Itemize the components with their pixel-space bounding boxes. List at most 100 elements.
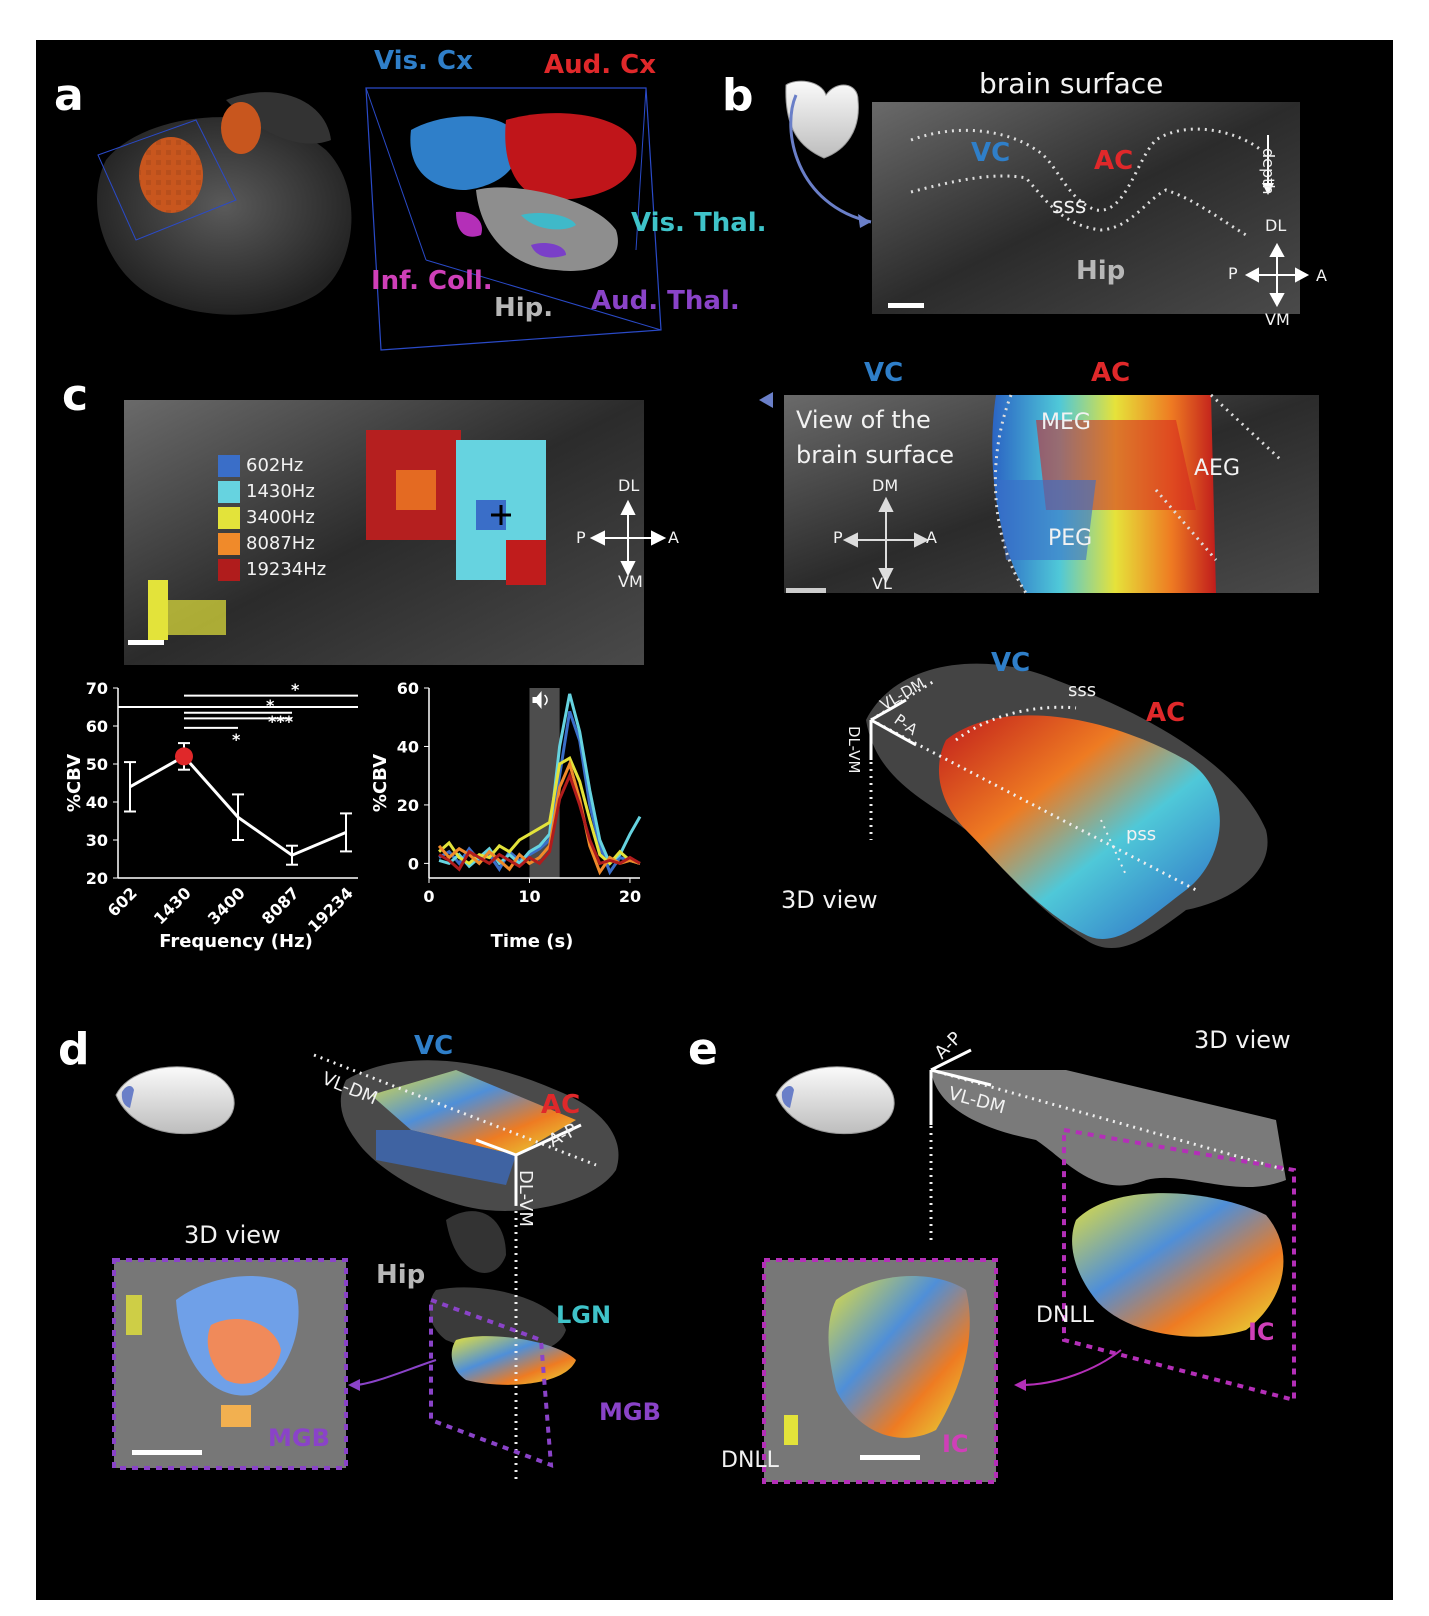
label-inf-coll: Inf. Coll. [371,266,493,296]
panel-c-slice-image [124,400,667,665]
x-tick-label: 20 [619,887,641,906]
d-label-dl-vm: DL-VM [515,1170,536,1227]
label-vis-cx: Vis. Cx [374,46,473,76]
compass-b-right: A [1316,266,1327,285]
figure-canvas: 20 30 40 50 60 70 602 1430 3400 8087 19234 * * *** * %C… [36,40,1393,1600]
label-depth: depth [1259,148,1278,195]
legend-label: 602Hz [246,455,304,476]
compass-s-right: A [926,528,937,547]
surface-caption-line1: View of the [796,406,931,434]
e-inset-label-ic: IC [942,1430,969,1458]
panel-c-legend-swatches [218,455,240,581]
view3d-caption: 3D view [781,886,878,914]
compass-c-down: VM [618,572,643,591]
d-label-ac: AC [541,1090,581,1120]
speaker-wave-icon [543,694,548,706]
compass-s-left: P [833,528,843,547]
label-hip: Hip. [494,293,554,323]
d-label-hip: Hip [376,1260,426,1290]
significance-star: * [266,696,275,715]
panel-b-letter: b [722,70,754,121]
y-axis-label: %CBV [370,754,391,812]
legend-swatch [218,559,240,581]
e-label-3d-view: 3D view [1194,1026,1291,1054]
surface-label-ac: AC [1091,358,1131,388]
label-vc: VC [971,138,1011,168]
timecourse-line [438,693,642,869]
label-vis-thal: Vis. Thal. [631,208,767,238]
x-tick-label: 0 [423,887,434,906]
surface-label-vc: VC [864,358,904,388]
d-label-vc: VC [414,1031,454,1061]
y-tick-label: 20 [86,869,108,888]
panel-d-graphics [112,1053,619,1480]
label-aud-thal: Aud. Thal. [591,286,740,316]
significance-star: *** [268,712,294,731]
x-tick-label: 10 [518,887,540,906]
panel-a-brain-render [97,92,352,315]
y-axis-label: %CBV [64,754,85,812]
timecourse-line [438,771,641,872]
y-tick-label: 40 [397,737,419,756]
view3d-label-sss: sss [1068,680,1097,701]
panel-e-letter: e [688,1024,718,1075]
view3d-label-pss: pss [1126,824,1157,845]
e-inset-label-dnll: DNLL [721,1448,779,1473]
legend-swatch [218,533,240,555]
panel-b-graphics [785,80,1310,314]
legend-label: 3400Hz [246,507,315,528]
compass-s-up: DM [872,476,899,495]
d-label-mgb: MGB [599,1398,661,1426]
y-tick-label: 70 [86,679,108,698]
label-aud-cx: Aud. Cx [544,50,657,80]
compass-b-left: P [1228,264,1238,283]
surface-caption-line2: brain surface [796,441,955,469]
panel-c-surface-image [759,392,1319,594]
legend-label: 8087Hz [246,533,315,554]
speaker-icon [532,691,542,709]
y-tick-label: 40 [86,793,108,812]
panel-d-letter: d [58,1024,90,1075]
x-tick-label: 8087 [258,883,303,928]
x-tick-label: 1430 [150,883,195,928]
panel-c-letter: c [62,370,89,421]
y-tick-label: 60 [397,679,419,698]
compass-s-down: VL [872,574,892,593]
y-tick-label: 30 [86,831,108,850]
d-label-3d-view: 3D view [184,1221,281,1249]
panel-c-3d-render [866,663,1268,949]
legend-label: 19234Hz [246,559,327,580]
d-inset-label-mgb: MGB [268,1424,330,1452]
compass-b-up: DL [1265,216,1287,235]
label-aeg: AEG [1194,456,1240,481]
panel-e-graphics [762,1048,1296,1484]
view3d-label-ac: AC [1146,698,1186,728]
label-meg: MEG [1041,410,1091,435]
y-tick-label: 20 [397,796,419,815]
legend-label: 1430Hz [246,481,315,502]
d-label-lgn: LGN [556,1301,612,1329]
label-hip-b: Hip [1076,256,1126,286]
y-tick-label: 60 [86,717,108,736]
x-tick-label: 602 [104,883,141,920]
view3d-label-vc: VC [991,648,1031,678]
y-tick-label: 0 [408,854,419,873]
panel-a-3d-box [365,87,662,351]
legend-swatch [218,507,240,529]
x-axis-label: Frequency (Hz) [159,931,313,952]
timecourse-chart: 0 20 40 60 0 10 20 %CBV Time (s) [370,679,642,952]
label-peg: PEG [1048,526,1093,551]
x-tick-label: 19234 [304,883,357,936]
compass-c-left: P [576,528,586,547]
significance-star: * [291,680,300,699]
compass-c-right: A [668,528,679,547]
compass-c-up: DL [618,476,640,495]
label-ac: AC [1094,146,1134,176]
x-axis-label: Time (s) [491,931,574,952]
brain-surface-title: brain surface [979,67,1164,100]
view3d-label-dl-vm: DL-VM [845,726,863,774]
compass-b-down: VM [1265,310,1290,329]
e-label-ic: IC [1248,1318,1275,1346]
